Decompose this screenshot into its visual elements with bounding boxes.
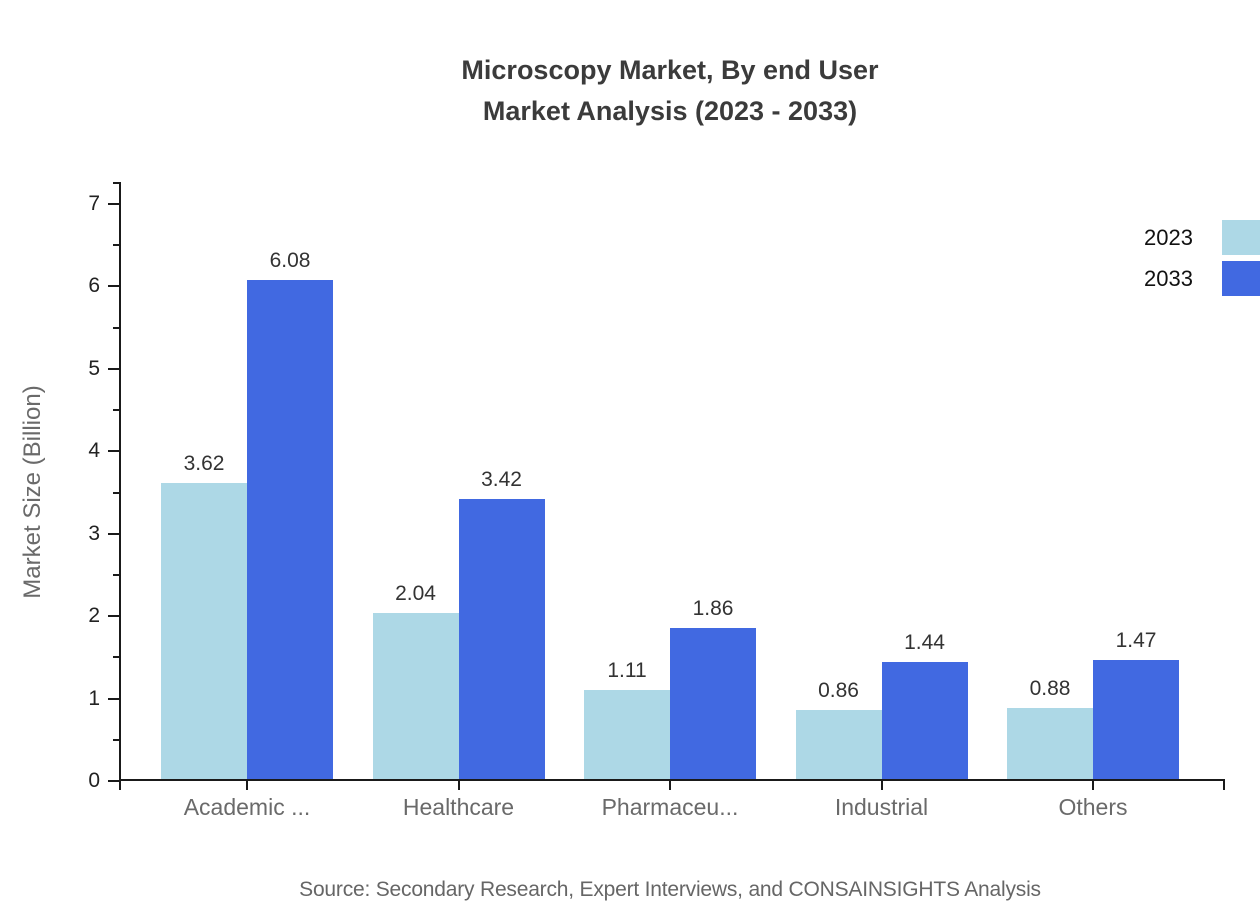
bar-value-label: 6.08 bbox=[269, 248, 311, 272]
bar-2033 bbox=[247, 279, 333, 781]
y-minor-tick bbox=[113, 409, 119, 412]
bar-2033 bbox=[881, 662, 968, 781]
bar-value-label: 1.11 bbox=[607, 658, 647, 682]
bar-value-label: 3.42 bbox=[481, 468, 522, 492]
y-tick-label: 1 bbox=[88, 686, 100, 710]
x-tick bbox=[669, 781, 671, 790]
y-tick-label: 6 bbox=[88, 274, 100, 298]
y-minor-tick bbox=[113, 326, 119, 329]
bar-value-label: 0.88 bbox=[1029, 677, 1071, 701]
bar-2023 bbox=[584, 689, 670, 781]
x-category-label: Academic ... bbox=[183, 794, 311, 820]
y-tick bbox=[108, 450, 119, 453]
legend-item-2023: 2023 bbox=[1040, 220, 1260, 255]
x-tick bbox=[457, 781, 460, 790]
y-tick bbox=[108, 203, 119, 205]
y-tick-label: 7 bbox=[88, 192, 100, 215]
y-minor-tick bbox=[113, 491, 119, 494]
bar-2033 bbox=[670, 627, 756, 781]
y-tick-label: 0 bbox=[88, 769, 100, 792]
bar-value-label: 1.47 bbox=[1115, 628, 1157, 652]
bar-2023 bbox=[795, 710, 882, 781]
chart-title-line1: Microscopy Market, By end User bbox=[461, 55, 879, 85]
source-note: Source: Secondary Research, Expert Inter… bbox=[299, 878, 1041, 901]
x-category-label: Healthcare bbox=[402, 794, 515, 820]
y-minor-tick bbox=[113, 182, 119, 185]
y-minor-tick bbox=[113, 656, 119, 659]
bar-value-label: 2.04 bbox=[395, 581, 436, 605]
y-tick bbox=[108, 697, 119, 700]
y-tick-label: 4 bbox=[88, 439, 100, 463]
chart-title: Microscopy Market, By end User Market An… bbox=[80, 50, 1260, 132]
bar-value-label: 3.62 bbox=[183, 451, 225, 475]
x-category-label: Industrial bbox=[834, 794, 929, 820]
bar-2023 bbox=[161, 482, 247, 781]
bar-value-label: 0.86 bbox=[818, 679, 859, 703]
legend-item-2033: 2033 bbox=[1040, 261, 1260, 296]
legend-swatch bbox=[1222, 261, 1260, 296]
x-tick bbox=[880, 781, 883, 790]
bar-value-label: 1.44 bbox=[904, 631, 945, 655]
x-axis-end-tick bbox=[1223, 779, 1225, 790]
bar-2023 bbox=[372, 612, 459, 781]
legend: 2023 2033 bbox=[1040, 220, 1260, 302]
y-tick-label: 5 bbox=[88, 356, 100, 380]
legend-label: 2023 bbox=[1144, 224, 1193, 250]
legend-swatch bbox=[1222, 220, 1260, 255]
y-tick-label: 2 bbox=[88, 604, 100, 628]
y-tick bbox=[108, 532, 119, 535]
y-tick bbox=[108, 285, 119, 288]
bar-2033 bbox=[458, 499, 545, 781]
x-category-label: Others bbox=[1058, 794, 1128, 820]
bar-value-label: 1.86 bbox=[692, 596, 734, 620]
y-axis-line bbox=[119, 182, 121, 790]
x-tick bbox=[246, 781, 248, 790]
y-tick bbox=[108, 780, 119, 782]
chart-title-line2: Market Analysis (2023 - 2033) bbox=[482, 96, 858, 126]
y-minor-tick bbox=[113, 738, 119, 741]
x-tick bbox=[1092, 781, 1094, 790]
y-tick-label: 3 bbox=[88, 521, 100, 545]
x-category-label: Pharmaceu... bbox=[601, 794, 739, 820]
bar-2023 bbox=[1007, 708, 1093, 781]
y-minor-tick bbox=[113, 573, 119, 576]
y-tick bbox=[108, 615, 119, 618]
y-tick bbox=[108, 367, 119, 370]
y-minor-tick bbox=[113, 244, 119, 247]
x-axis-line bbox=[119, 779, 1225, 781]
bar-2033 bbox=[1093, 659, 1179, 781]
legend-label: 2033 bbox=[1144, 265, 1193, 291]
